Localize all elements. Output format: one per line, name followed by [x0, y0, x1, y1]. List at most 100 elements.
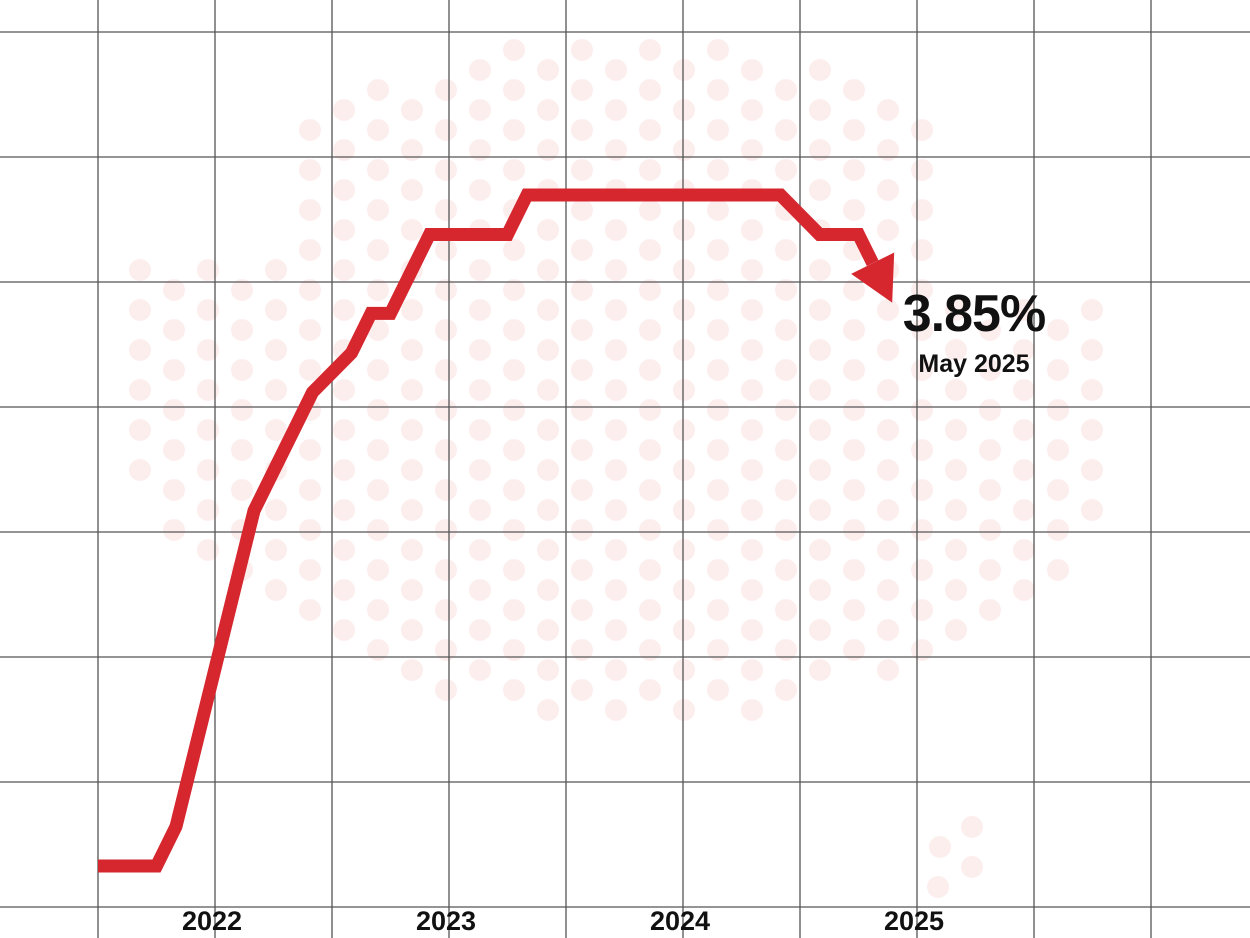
background-dot	[333, 259, 355, 281]
background-dot	[1047, 479, 1069, 501]
background-dot	[605, 419, 627, 441]
background-dot	[299, 319, 321, 341]
background-dot	[707, 159, 729, 181]
background-dot	[163, 439, 185, 461]
background-dot	[503, 79, 525, 101]
background-dot	[979, 399, 1001, 421]
background-dot	[435, 639, 457, 661]
background-dot	[673, 139, 695, 161]
background-dot	[979, 599, 1001, 621]
background-dot	[707, 559, 729, 581]
background-dot	[911, 639, 933, 661]
background-dot	[639, 679, 661, 701]
background-dot	[401, 459, 423, 481]
background-dot	[571, 639, 593, 661]
background-dot	[503, 319, 525, 341]
background-dot	[197, 419, 219, 441]
background-dot	[809, 579, 831, 601]
background-dot	[1047, 519, 1069, 541]
background-dot	[571, 679, 593, 701]
background-dot	[639, 279, 661, 301]
background-dot	[367, 199, 389, 221]
background-dot	[571, 359, 593, 381]
background-dot	[333, 299, 355, 321]
background-dot	[367, 159, 389, 181]
background-dot	[265, 379, 287, 401]
background-dot	[469, 659, 491, 681]
background-dot	[877, 219, 899, 241]
series-line-0	[98, 188, 879, 873]
background-dot	[673, 259, 695, 281]
background-dot	[503, 439, 525, 461]
background-dot	[197, 379, 219, 401]
background-dot	[911, 119, 933, 141]
background-dot	[1047, 559, 1069, 581]
background-dot	[197, 499, 219, 521]
background-dot	[129, 259, 151, 281]
background-dot	[707, 239, 729, 261]
background-dot	[775, 439, 797, 461]
background-dot	[707, 439, 729, 461]
background-dot	[741, 499, 763, 521]
background-dot	[843, 119, 865, 141]
background-dot	[911, 399, 933, 421]
background-dot	[843, 519, 865, 541]
background-dot	[435, 199, 457, 221]
background-dot	[265, 539, 287, 561]
background-dot	[911, 239, 933, 261]
background-dot	[197, 459, 219, 481]
background-dot	[639, 239, 661, 261]
background-dot	[163, 399, 185, 421]
background-dot	[469, 179, 491, 201]
background-dot	[299, 119, 321, 141]
background-dot	[979, 439, 1001, 461]
background-dot	[741, 419, 763, 441]
background-dot	[537, 139, 559, 161]
background-dot	[1013, 379, 1035, 401]
background-dot	[265, 499, 287, 521]
background-dot	[503, 519, 525, 541]
background-dot	[945, 539, 967, 561]
background-dot	[843, 159, 865, 181]
background-dot	[503, 479, 525, 501]
background-dot	[571, 439, 593, 461]
background-dot	[299, 279, 321, 301]
background-dot	[367, 439, 389, 461]
background-dot	[537, 539, 559, 561]
background-dot	[945, 419, 967, 441]
background-dot	[639, 639, 661, 661]
background-dot	[231, 279, 253, 301]
background-dot	[979, 359, 1001, 381]
background-dot	[1013, 459, 1035, 481]
background-dot	[605, 659, 627, 681]
background-dot	[809, 259, 831, 281]
background-dot	[367, 119, 389, 141]
background-dot	[537, 379, 559, 401]
background-dot	[843, 399, 865, 421]
background-dot	[197, 259, 219, 281]
background-dot	[537, 339, 559, 361]
background-dot	[503, 639, 525, 661]
background-dot	[673, 499, 695, 521]
background-dot	[571, 159, 593, 181]
background-dot	[469, 539, 491, 561]
background-dot	[299, 479, 321, 501]
background-dot	[741, 539, 763, 561]
background-dot	[231, 479, 253, 501]
background-dot	[673, 379, 695, 401]
background-dot	[707, 279, 729, 301]
background-dot	[741, 219, 763, 241]
background-dot	[299, 359, 321, 381]
background-dot	[333, 579, 355, 601]
background-dot	[877, 459, 899, 481]
background-dot	[435, 159, 457, 181]
background-dot	[435, 319, 457, 341]
background-dot	[1081, 339, 1103, 361]
background-dot	[843, 639, 865, 661]
background-dot	[299, 559, 321, 581]
background-dot	[673, 539, 695, 561]
background-dot	[1013, 579, 1035, 601]
background-dot	[1047, 359, 1069, 381]
background-dot	[401, 499, 423, 521]
background-dot	[809, 339, 831, 361]
